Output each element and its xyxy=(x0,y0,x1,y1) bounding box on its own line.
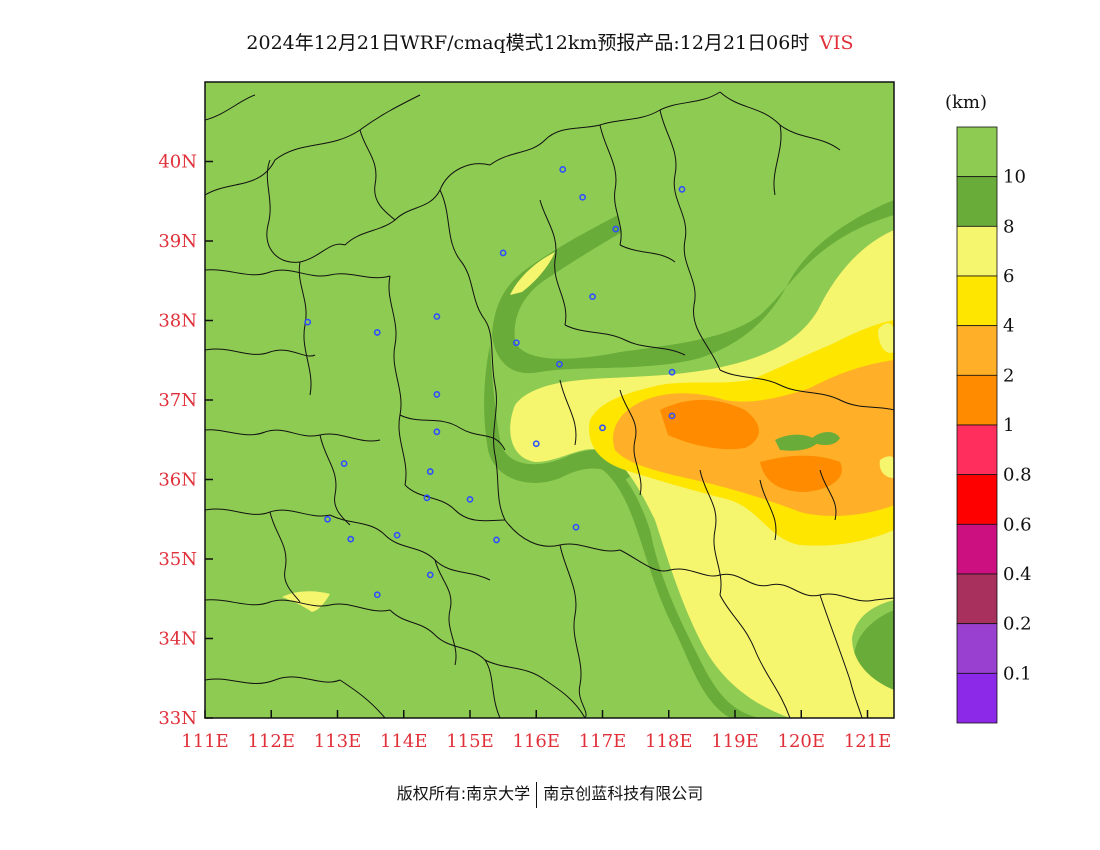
city-marker xyxy=(668,368,676,376)
city-marker xyxy=(512,339,520,347)
city-marker xyxy=(423,494,431,502)
y-tick-label: 33N xyxy=(158,708,197,729)
map-panel xyxy=(204,81,895,719)
city-marker xyxy=(433,391,441,398)
variable-label: VIS xyxy=(819,32,854,54)
title-text: 2024年12月21日WRF/cmaq模式12km预报产品:12月21日06时 xyxy=(246,32,810,54)
city-marker xyxy=(556,360,563,368)
x-tick-label: 113E xyxy=(314,731,362,752)
footer: 版权所有:南京大学 南京创蓝科技有限公司 xyxy=(0,780,1100,808)
city-marker xyxy=(589,293,596,301)
colorbar-swatch xyxy=(956,623,998,674)
colorbar: (km) 10 8 6 4 2 1 0.8 0.6 0.4 0.2 0.1 xyxy=(945,92,1032,724)
city-marker xyxy=(532,440,540,448)
colorbar-swatch xyxy=(956,573,998,625)
city-marker xyxy=(393,531,401,539)
city-marker xyxy=(324,515,331,523)
green-hole-east xyxy=(775,432,840,451)
city-markers xyxy=(304,166,686,599)
city-marker xyxy=(347,535,355,543)
colorbar-swatch xyxy=(956,424,998,476)
colorbar-label: 0.2 xyxy=(1003,614,1032,635)
y-axis: 33N 34N 35N 36N 37N 38N 39N 40N xyxy=(158,152,213,729)
colorbar-label: 6 xyxy=(1003,266,1014,287)
colorbar-labels: 10 8 6 4 2 1 0.8 0.6 0.4 0.2 0.1 xyxy=(1003,167,1032,685)
city-marker xyxy=(668,412,676,420)
city-marker xyxy=(433,428,441,436)
city-marker xyxy=(499,249,507,257)
y-tick-label: 37N xyxy=(158,390,197,411)
x-tick-label: 115E xyxy=(446,731,494,752)
colorbar-swatch xyxy=(956,225,998,277)
copyright-company: 南京创蓝科技有限公司 xyxy=(543,784,704,803)
x-tick-label: 121E xyxy=(844,731,892,752)
y-tick-label: 34N xyxy=(158,629,197,650)
colorbar-swatches xyxy=(956,126,998,724)
colorbar-unit: (km) xyxy=(945,92,987,113)
province-borders xyxy=(205,91,894,718)
colorbar-label: 4 xyxy=(1003,316,1014,337)
city-marker xyxy=(579,193,587,201)
x-tick-label: 119E xyxy=(711,731,759,752)
x-tick-label: 111E xyxy=(181,731,229,752)
city-marker xyxy=(304,318,312,326)
city-marker xyxy=(572,523,580,531)
yellow-patch-north xyxy=(510,252,555,295)
yellow-patch-sw xyxy=(282,591,330,612)
dark-green-band xyxy=(492,200,894,374)
footer-separator xyxy=(536,781,538,808)
colorbar-swatch xyxy=(956,325,998,376)
y-tick-label: 35N xyxy=(158,549,197,570)
light-patch-east xyxy=(875,263,894,478)
colorbar-label: 10 xyxy=(1003,167,1026,188)
city-marker xyxy=(373,591,381,599)
chart-title: 2024年12月21日WRF/cmaq模式12km预报产品:12月21日06时 V… xyxy=(0,28,1100,55)
x-tick-label: 117E xyxy=(579,731,627,752)
city-marker xyxy=(559,166,567,173)
orange-region xyxy=(660,399,842,492)
city-marker xyxy=(426,571,434,579)
x-axis: 111E 112E 113E 114E 115E 116E 117E 118E 119E 120E… xyxy=(181,710,891,752)
dark-green-band-south xyxy=(595,455,760,718)
city-marker xyxy=(426,468,434,475)
copyright-owner: 版权所有:南京大学 xyxy=(396,784,531,803)
y-tick-label: 40N xyxy=(158,152,197,173)
city-marker xyxy=(678,185,686,193)
city-marker xyxy=(433,313,441,320)
city-marker xyxy=(599,424,606,432)
colorbar-swatch xyxy=(956,126,998,178)
colorbar-swatch xyxy=(956,176,998,227)
colorbar-swatch xyxy=(956,374,998,426)
colorbar-swatch xyxy=(956,275,998,327)
colorbar-label: 0.8 xyxy=(1003,465,1032,486)
x-tick-label: 112E xyxy=(248,731,296,752)
colorbar-label: 0.6 xyxy=(1003,514,1032,535)
colorbar-swatch xyxy=(956,474,998,525)
colorbar-label: 0.1 xyxy=(1003,663,1032,684)
visibility-field xyxy=(205,91,894,718)
y-tick-label: 38N xyxy=(158,311,197,332)
colorbar-label: 2 xyxy=(1003,365,1014,386)
x-tick-label: 118E xyxy=(645,731,693,752)
colorbar-label: 0.4 xyxy=(1003,564,1032,585)
colorbar-label: 8 xyxy=(1003,216,1014,237)
y-tick-label: 39N xyxy=(158,231,197,252)
y-tick-label: 36N xyxy=(158,470,197,491)
colorbar-label: 1 xyxy=(1003,415,1014,436)
x-tick-label: 114E xyxy=(380,731,428,752)
city-marker xyxy=(373,329,381,336)
city-marker xyxy=(340,460,348,467)
x-tick-label: 120E xyxy=(778,731,826,752)
city-marker xyxy=(466,495,474,503)
city-marker xyxy=(612,225,620,233)
x-tick-label: 116E xyxy=(513,731,561,752)
colorbar-swatch xyxy=(956,523,998,575)
colorbar-swatch xyxy=(956,672,998,724)
city-marker xyxy=(493,536,500,544)
